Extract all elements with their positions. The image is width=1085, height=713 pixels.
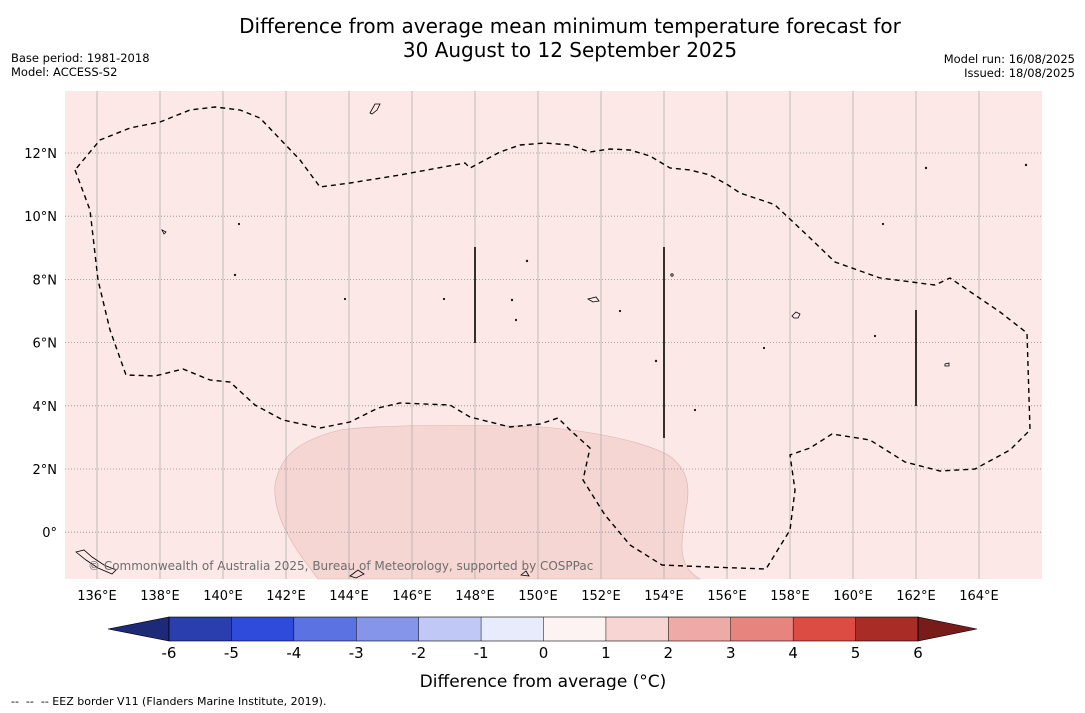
title-line-1: Difference from average mean minimum tem… bbox=[239, 14, 901, 38]
longitude-label: 138°E bbox=[140, 589, 180, 604]
longitude-label: 146°E bbox=[392, 589, 432, 604]
base-info: Base period: 1981-2018 Model: ACCESS-S2 bbox=[11, 51, 150, 79]
colorbar-under-arrow bbox=[107, 616, 170, 642]
longitude-label: 144°E bbox=[329, 589, 369, 604]
eez-line-segments bbox=[474, 247, 917, 438]
longitude-label: 142°E bbox=[266, 589, 306, 604]
latitude-label: 6°N bbox=[33, 337, 58, 352]
longitude-label: 150°E bbox=[518, 589, 558, 604]
model-name: Model: ACCESS-S2 bbox=[11, 65, 118, 79]
longitude-label: 148°E bbox=[455, 589, 495, 604]
colorbar-label: Difference from average (°C) bbox=[420, 672, 667, 690]
latitude-label: 4°N bbox=[33, 400, 58, 415]
gridlines bbox=[65, 91, 1042, 579]
longitude-labels: 136°E 138°E 140°E 142°E 144°E 146°E 148°E 150°E… bbox=[77, 589, 999, 604]
colorbar-tick-label: -6 bbox=[162, 644, 177, 662]
map-title: Difference from average mean minimum tem… bbox=[0, 14, 1085, 62]
colorbar-swatch bbox=[293, 617, 357, 641]
longitude-label: 154°E bbox=[644, 589, 684, 604]
colorbar-tick-label: -3 bbox=[349, 644, 364, 662]
colorbar-swatch bbox=[356, 617, 419, 641]
colorbar-tick-labels: -6 -5 -4 -3 -2 -1 0 1 2 3 4 5 6 bbox=[162, 644, 923, 662]
latitude-label: 8°N bbox=[33, 273, 58, 288]
latitude-labels: 12°N 10°N 8°N 6°N 4°N 2°N 0° bbox=[24, 147, 57, 541]
colorbar-swatch bbox=[730, 617, 794, 641]
longitude-label: 136°E bbox=[77, 589, 117, 604]
colorbar-swatch bbox=[418, 617, 482, 641]
latitude-label: 2°N bbox=[33, 463, 58, 478]
copyright-text: © Commonwealth of Australia 2025, Bureau… bbox=[88, 559, 593, 573]
colorbar-tick-label: 3 bbox=[726, 644, 736, 662]
colorbar-swatch bbox=[855, 617, 919, 641]
latitude-label: 10°N bbox=[24, 210, 57, 225]
colorbar-tick-label: 2 bbox=[664, 644, 674, 662]
colorbar-tick-label: 1 bbox=[601, 644, 611, 662]
colorbar bbox=[107, 616, 978, 642]
model-run: Model run: 16/08/2025 bbox=[943, 52, 1075, 66]
colorbar-tick-label: 0 bbox=[539, 644, 549, 662]
run-info: Model run: 16/08/2025 Issued: 18/08/2025 bbox=[944, 52, 1075, 80]
colorbar-tick-label: 6 bbox=[913, 644, 923, 662]
longitude-label: 156°E bbox=[707, 589, 747, 604]
colorbar-swatch bbox=[668, 617, 732, 641]
issued-date: Issued: 18/08/2025 bbox=[964, 66, 1075, 80]
colorbar-swatch bbox=[169, 617, 232, 641]
colorbar-tick-label: -1 bbox=[474, 644, 489, 662]
colorbar-tick-label: -5 bbox=[224, 644, 239, 662]
colorbar-swatch bbox=[605, 617, 669, 641]
colorbar-swatch bbox=[543, 617, 607, 641]
islands bbox=[75, 103, 1028, 579]
anomaly-region bbox=[274, 425, 702, 580]
colorbar-swatch bbox=[231, 617, 295, 641]
colorbar-tick-label: -2 bbox=[411, 644, 426, 662]
longitude-label: 152°E bbox=[581, 589, 621, 604]
longitude-label: 160°E bbox=[833, 589, 873, 604]
title-line-2: 30 August to 12 September 2025 bbox=[402, 38, 738, 62]
longitude-label: 164°E bbox=[959, 589, 999, 604]
colorbar-swatch bbox=[481, 617, 544, 641]
longitude-label: 162°E bbox=[896, 589, 936, 604]
eez-legend-note: -- -- -- EEZ border V11 (Flanders Marine… bbox=[11, 695, 327, 708]
eez-boundary bbox=[74, 106, 1031, 570]
map-figure: © Commonwealth of Australia 2025, Bureau… bbox=[24, 91, 1042, 690]
colorbar-over-arrow bbox=[917, 616, 978, 642]
latitude-label: 0° bbox=[42, 526, 57, 541]
longitude-label: 140°E bbox=[203, 589, 243, 604]
longitude-label: 158°E bbox=[770, 589, 810, 604]
latitude-label: 12°N bbox=[24, 147, 57, 162]
colorbar-swatch bbox=[793, 617, 856, 641]
colorbar-tick-label: 4 bbox=[788, 644, 798, 662]
base-period: Base period: 1981-2018 bbox=[11, 51, 150, 65]
colorbar-tick-label: 5 bbox=[851, 644, 861, 662]
colorbar-tick-label: -4 bbox=[286, 644, 301, 662]
